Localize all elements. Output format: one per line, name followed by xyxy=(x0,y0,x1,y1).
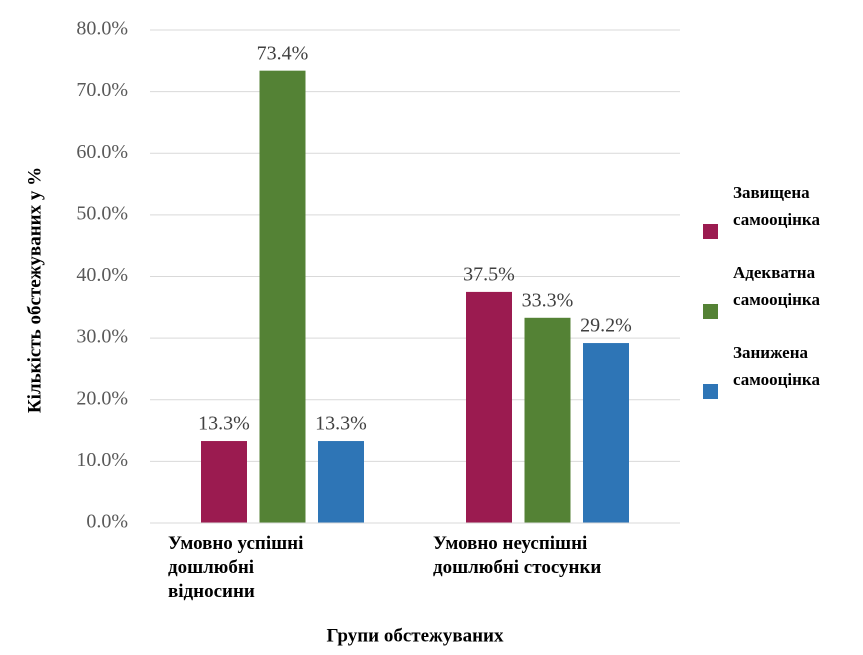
legend-swatch xyxy=(703,384,718,399)
y-tick-label: 80.0% xyxy=(76,18,128,40)
y-tick-label: 10.0% xyxy=(76,449,128,471)
y-tick-label: 20.0% xyxy=(76,387,128,409)
bar xyxy=(318,441,364,523)
y-tick-label: 40.0% xyxy=(76,264,128,286)
bar xyxy=(201,441,247,523)
x-axis-title: Групи обстежуваних xyxy=(327,625,504,646)
bar xyxy=(466,291,512,523)
legend-label: Занижена самооцінка xyxy=(733,343,820,389)
x-tick-label: Умовно успішні дошлюбні відносини xyxy=(168,533,304,602)
legend-label: Завищена самооцінка xyxy=(733,183,820,229)
data-label: 73.4% xyxy=(257,42,309,64)
legend-label: Адекватна самооцінка xyxy=(733,263,820,309)
y-tick-label: 60.0% xyxy=(76,141,128,163)
bar xyxy=(259,70,306,524)
legend-swatch xyxy=(703,224,718,239)
data-label: 13.3% xyxy=(198,413,250,435)
data-label: 29.2% xyxy=(580,315,632,337)
bar xyxy=(524,317,571,523)
data-label: 13.3% xyxy=(315,413,367,435)
y-axis-title: Кількість обстежуваних у % xyxy=(24,167,45,413)
y-tick-label: 0.0% xyxy=(86,511,128,533)
data-label: 37.5% xyxy=(463,264,515,286)
bar xyxy=(583,343,629,523)
x-tick-label: Умовно неуспішні дошлюбні стосунки xyxy=(433,533,602,578)
y-tick-label: 30.0% xyxy=(76,326,128,348)
data-label: 33.3% xyxy=(522,289,574,311)
legend-swatch xyxy=(703,304,718,319)
y-tick-label: 70.0% xyxy=(76,79,128,101)
y-tick-label: 50.0% xyxy=(76,202,128,224)
